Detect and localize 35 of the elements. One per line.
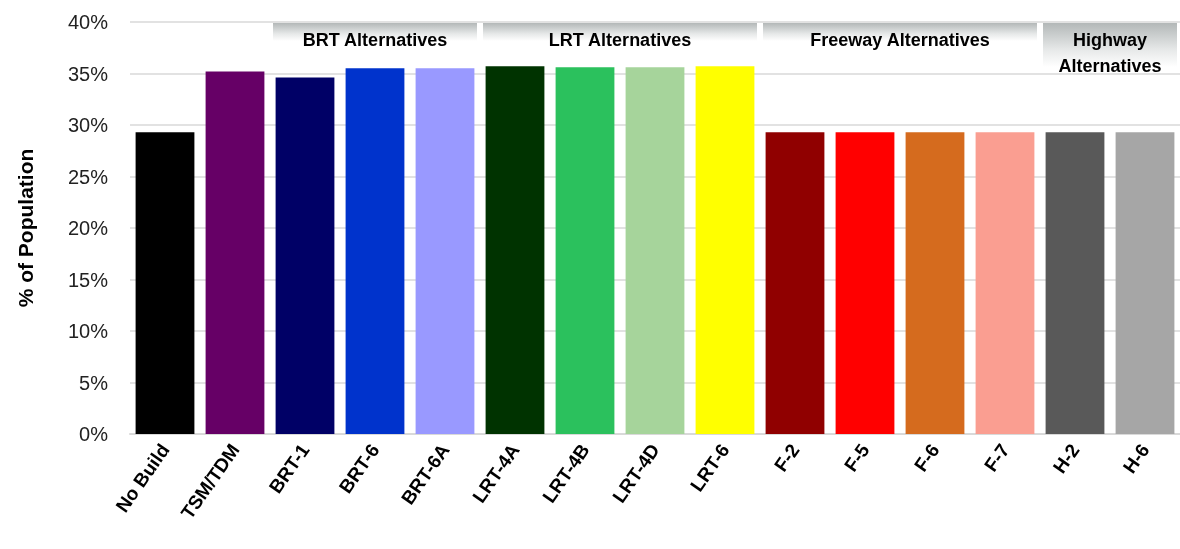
bar [1045,132,1105,434]
bar [275,77,335,434]
x-tick-label: F-6 [910,439,944,476]
bar [975,132,1035,434]
band-label: Highway Alternatives [1058,30,1162,76]
bar [625,67,685,434]
bar [1115,132,1175,434]
y-tick-label: 25% [67,165,109,188]
bar [905,132,965,434]
y-tick-label: 20% [67,217,109,239]
bar [135,132,195,434]
bar [835,132,895,434]
bar [345,68,405,434]
y-tick-label: 0% [79,423,109,445]
y-tick-label: 30% [67,114,109,136]
bar [415,68,475,434]
x-tick-label: F-7 [980,439,1014,476]
y-tick-label: 10% [67,320,109,342]
y-axis-title: % of Population [14,148,37,308]
bar [765,132,825,434]
band-label: LRT Alternatives [548,30,692,50]
band-label: Freeway Alternatives [810,30,990,50]
y-tick-label: 15% [67,268,109,291]
x-tick-label: F-2 [770,439,804,476]
bar [485,66,545,434]
y-tick-label: 35% [67,62,109,85]
x-tick-label: F-5 [840,439,874,476]
bar [555,67,615,434]
bar [205,71,265,434]
band-label: BRT Alternatives [302,30,448,50]
bar [695,66,755,434]
y-tick-label: 5% [79,371,109,394]
y-tick-label: 40% [67,11,109,33]
x-tick-label: H-6 [1118,439,1154,478]
x-tick-label: H-2 [1048,439,1084,478]
